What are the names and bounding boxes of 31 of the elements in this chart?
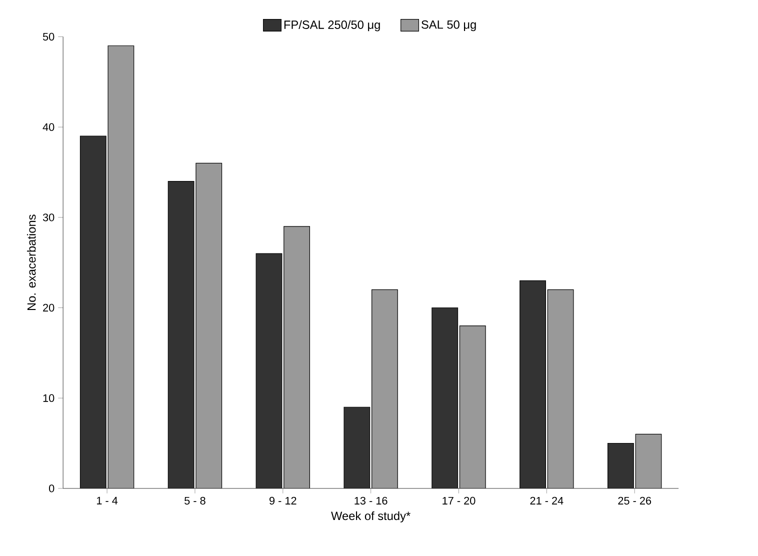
bar — [432, 308, 458, 488]
x-tick-label: 13 - 16 — [354, 496, 388, 505]
y-tick-label: 50 — [42, 32, 54, 41]
bar — [108, 46, 134, 488]
y-tick-label: 10 — [43, 394, 54, 402]
x-tick-label: 1 - 4 — [96, 496, 118, 504]
x-axis-title: Week of study* — [331, 511, 410, 522]
legend-label: FP/SAL 250/50 μg — [284, 20, 380, 32]
x-tick-label: 25 - 26 — [618, 496, 652, 505]
bar — [635, 434, 662, 488]
x-tick-label: 5 - 8 — [184, 496, 206, 505]
x-tick-label: 21 - 24 — [530, 496, 564, 505]
legend-label: SAL 50 μg — [422, 20, 476, 32]
x-tick-label: 17 - 20 — [442, 496, 476, 505]
bar — [256, 254, 282, 488]
bar — [460, 326, 486, 488]
bar — [372, 290, 398, 488]
x-tick-label: 9 - 12 — [270, 496, 296, 505]
y-axis-title: No. exacerbations — [27, 214, 36, 310]
y-tick-label: 20 — [43, 304, 54, 312]
bar — [548, 290, 574, 488]
bar — [520, 280, 546, 488]
bar — [196, 163, 222, 488]
bar — [168, 181, 194, 488]
bar — [608, 442, 634, 488]
y-tick-label: 40 — [42, 123, 54, 131]
y-tick-label: 0 — [48, 484, 54, 492]
y-tick-label: 30 — [42, 214, 54, 222]
bar — [80, 136, 106, 488]
bar — [284, 226, 310, 488]
bar — [344, 407, 370, 488]
